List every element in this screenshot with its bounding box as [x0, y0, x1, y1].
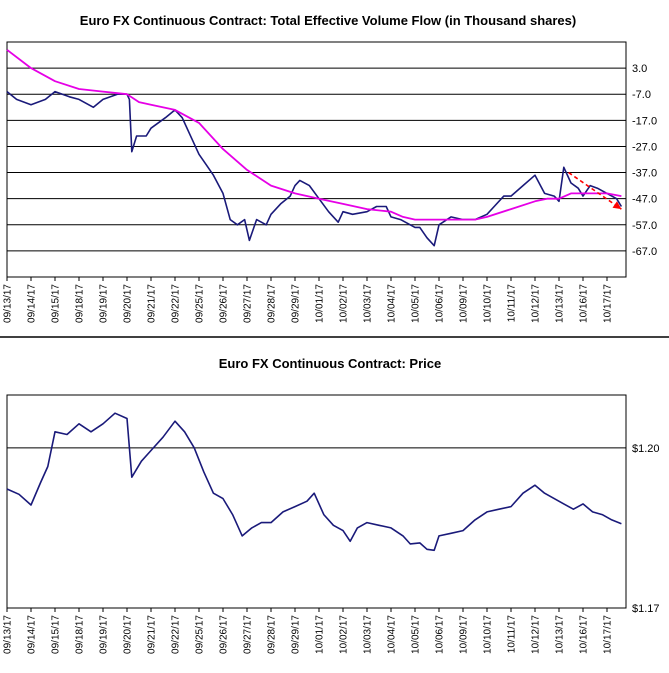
x-tick-label: 09/14/17	[27, 615, 38, 654]
price-chart: $1.20 $1.17 09/13/17 09/14/17 09/15/17 09/18/…	[3, 394, 660, 654]
plot-frame	[6, 394, 627, 609]
x-tick-label: 09/19/17	[99, 284, 110, 323]
x-tick-label: 09/13/17	[3, 284, 14, 323]
x-tick-label: 09/22/17	[171, 615, 182, 654]
x-tick-label: 10/04/17	[387, 615, 398, 654]
x-tick-label: 10/06/17	[435, 615, 446, 654]
series-line-moving-average	[6, 49, 622, 221]
x-tick-label: 09/26/17	[219, 284, 230, 323]
x-tick-label: 09/29/17	[291, 284, 302, 323]
x-tick-label: 09/25/17	[195, 615, 206, 654]
y-tick-label: -17.0	[632, 115, 657, 127]
y-tick-label: $1.17	[632, 603, 660, 615]
x-tick-label: 10/10/17	[483, 615, 494, 654]
plot-frame	[6, 41, 627, 278]
x-tick-label: 09/18/17	[75, 615, 86, 654]
x-tick-label: 10/03/17	[363, 284, 374, 323]
x-tick-label: 10/17/17	[603, 284, 614, 323]
y-tick-label: -27.0	[632, 141, 657, 153]
x-tick-label: 09/19/17	[99, 615, 110, 654]
x-tick-label: 09/15/17	[51, 615, 62, 654]
x-tick-label: 10/16/17	[579, 284, 590, 323]
x-tick-label: 09/26/17	[219, 615, 230, 654]
x-tick-label: 10/05/17	[411, 615, 422, 654]
x-tick-label: 09/28/17	[267, 284, 278, 323]
x-tick-label: 09/21/17	[147, 284, 158, 323]
x-tick-label: 09/29/17	[291, 615, 302, 654]
x-tick-label: 10/11/17	[507, 615, 518, 654]
x-tick-label: 09/27/17	[243, 284, 254, 323]
x-tick-label: 10/12/17	[531, 615, 542, 654]
y-tick-label: $1.20	[632, 443, 660, 455]
flow-chart: 3.0 -7.0 -17.0 -27.0 -37.0 -47.0 -57.0 -67.0 09/…	[3, 41, 657, 323]
series-line-price	[6, 412, 622, 552]
x-tick-label: 09/20/17	[123, 284, 134, 323]
x-tick-label: 10/01/17	[315, 615, 326, 654]
x-tick-label: 09/28/17	[267, 615, 278, 654]
x-tick-label: 10/01/17	[315, 284, 326, 323]
y-tick-label: -47.0	[632, 194, 657, 206]
x-tick-label: 09/25/17	[195, 284, 206, 323]
x-tick-label: 09/15/17	[51, 284, 62, 323]
x-tick-label: 09/13/17	[3, 615, 14, 654]
x-tick-label: 10/13/17	[555, 284, 566, 323]
price-chart-title: Euro FX Continuous Contract: Price	[219, 356, 441, 371]
x-tick-label: 10/06/17	[435, 284, 446, 323]
x-tick-label: 10/04/17	[387, 284, 398, 323]
series-line-volume-flow	[6, 90, 623, 247]
trend-arrowhead	[612, 201, 622, 210]
x-tick-label: 10/11/17	[507, 284, 518, 323]
x-tick-label: 10/02/17	[339, 615, 350, 654]
x-tick-label: 10/03/17	[363, 615, 374, 654]
y-tick-label: -7.0	[632, 89, 651, 101]
y-tick-label: -67.0	[632, 246, 657, 258]
x-tick-label: 10/16/17	[579, 615, 590, 654]
y-tick-label: 3.0	[632, 63, 647, 75]
x-tick-label: 10/17/17	[603, 615, 614, 654]
x-tick-label: 10/09/17	[459, 284, 470, 323]
flow-chart-title: Euro FX Continuous Contract: Total Effec…	[80, 13, 576, 28]
x-tick-label: 09/20/17	[123, 615, 134, 654]
x-tick-label: 10/13/17	[555, 615, 566, 654]
x-tick-label: 09/27/17	[243, 615, 254, 654]
x-tick-label: 10/10/17	[483, 284, 494, 323]
x-tick-label: 09/22/17	[171, 284, 182, 323]
x-tick-label: 10/02/17	[339, 284, 350, 323]
x-tick-label: 09/21/17	[147, 615, 158, 654]
y-tick-label: -57.0	[632, 220, 657, 232]
x-tick-label: 09/14/17	[27, 284, 38, 323]
x-tick-label: 09/18/17	[75, 284, 86, 323]
y-tick-label: -37.0	[632, 168, 657, 180]
x-tick-label: 10/09/17	[459, 615, 470, 654]
trend-arrow	[568, 171, 622, 210]
x-tick-label: 10/05/17	[411, 284, 422, 323]
x-tick-label: 10/12/17	[531, 284, 542, 323]
